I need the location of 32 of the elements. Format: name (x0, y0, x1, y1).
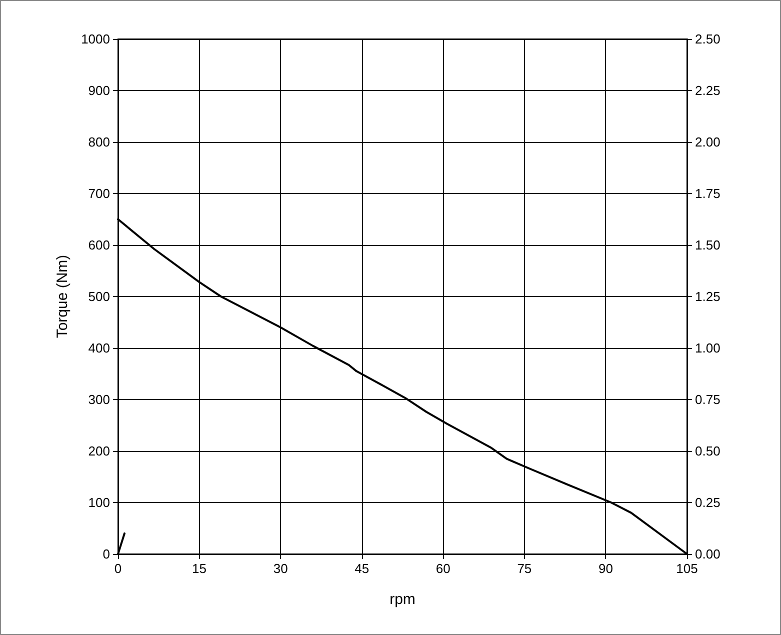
y-tick-label: 100 (88, 495, 110, 510)
y-tick-label: 200 (88, 444, 110, 458)
x-tick-label: 60 (436, 561, 450, 576)
y2-tick-label: 2.00 (695, 134, 720, 150)
y-tick-label: 900 (88, 83, 110, 98)
y-tick-label: 300 (88, 392, 110, 407)
y2-tick-label: 0.50 (695, 444, 720, 458)
y-tick-label: 800 (88, 134, 110, 150)
x-tick-label: 90 (598, 561, 613, 576)
y-tick-label: 0 (102, 546, 110, 562)
x-tick-label: 0 (114, 561, 122, 576)
x-tick-label: 105 (676, 561, 698, 576)
x-tick-label: 30 (273, 561, 288, 576)
y2-tick-label: 2.50 (695, 32, 720, 46)
y2-tick-label: 1.25 (695, 289, 720, 304)
y2-tick-label: 0.00 (695, 546, 720, 562)
y2-tick-label: 1.00 (695, 340, 720, 356)
y2-tick-label: 0.25 (695, 495, 720, 510)
y2-tick-label: 1.75 (695, 186, 720, 201)
x-tick-label: 75 (517, 561, 532, 576)
y-tick-label: 400 (88, 340, 110, 356)
y2-tick-label: 2.25 (695, 83, 720, 98)
y-tick-label: 700 (88, 186, 110, 201)
y-tick-label: 1000 (81, 32, 110, 46)
x-tick-label: 45 (354, 561, 370, 576)
y-tick-label: 600 (88, 238, 110, 252)
y2-tick-label: 1.50 (695, 238, 720, 252)
y-axis-title: Torque (Nm) (54, 254, 72, 338)
y2-tick-label: 0.75 (695, 392, 720, 407)
x-axis-title: rpm (390, 591, 416, 608)
x-tick-label: 15 (192, 561, 207, 576)
y-tick-label: 500 (88, 289, 110, 304)
